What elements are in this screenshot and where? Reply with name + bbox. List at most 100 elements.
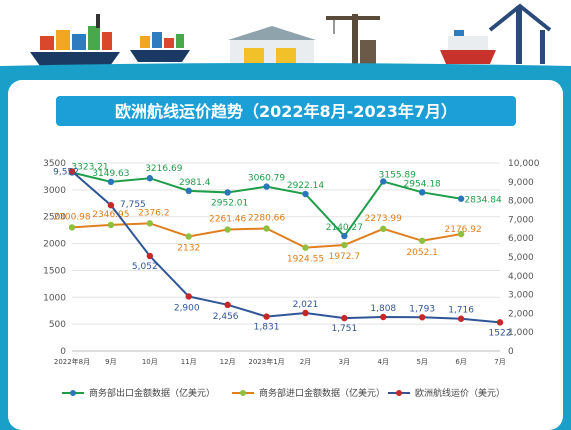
legend-marker-export bbox=[70, 390, 76, 396]
x-tick-label: 7月 bbox=[494, 358, 505, 366]
data-label-export: 2981.4 bbox=[179, 178, 211, 188]
data-label-import: 1924.55 bbox=[287, 255, 324, 265]
data-point-import bbox=[418, 237, 426, 244]
right-tick-label: 7,000 bbox=[508, 215, 534, 225]
left-tick-label: 1000 bbox=[43, 293, 66, 303]
data-point-export bbox=[146, 175, 154, 182]
legend-label-freight: 欧洲航线运价（美元） bbox=[415, 387, 505, 399]
data-point-import bbox=[380, 225, 387, 233]
data-point-freight bbox=[418, 314, 426, 321]
legend-marker-import bbox=[240, 390, 246, 396]
ship-icon bbox=[130, 32, 190, 62]
data-label-freight: 5,052 bbox=[132, 262, 158, 272]
data-label-export: 2922.14 bbox=[287, 181, 324, 191]
data-label-export: 2954.18 bbox=[404, 179, 441, 189]
data-label-freight: 2,456 bbox=[213, 312, 239, 322]
data-point-freight bbox=[224, 301, 231, 309]
data-point-export bbox=[107, 178, 115, 186]
data-label-import: 2052.1 bbox=[406, 248, 438, 258]
ship-icon bbox=[30, 14, 120, 66]
x-tick-label: 6月 bbox=[455, 358, 466, 366]
data-point-freight bbox=[263, 313, 270, 320]
data-label-import: 1972.7 bbox=[329, 252, 361, 262]
data-label-freight: 2,900 bbox=[174, 303, 200, 313]
data-point-freight bbox=[68, 168, 76, 175]
data-point-export bbox=[263, 183, 270, 190]
data-label-import: 2376.2 bbox=[138, 208, 170, 218]
data-point-import bbox=[457, 230, 465, 238]
right-tick-label: 10,000 bbox=[508, 159, 540, 169]
x-tick-label: 3月 bbox=[339, 358, 350, 366]
x-tick-label: 10月 bbox=[142, 358, 158, 366]
title-banner bbox=[56, 96, 516, 126]
data-point-freight bbox=[457, 315, 465, 322]
data-label-import: 2346.95 bbox=[92, 210, 129, 220]
x-axis: 2022年8月 9月 10月 11月 12月 2023年1月 2月 3月 4月 5月 6月 7月 bbox=[54, 350, 506, 366]
legend-marker-freight bbox=[396, 390, 402, 396]
data-point-export bbox=[185, 187, 192, 195]
chart-panel: 欧洲航线运价趋势（2022年8月-2023年7月） bbox=[0, 70, 571, 430]
data-label-export: 3060.79 bbox=[248, 174, 285, 184]
right-tick-label: 1,000 bbox=[508, 328, 534, 338]
data-label-freight: 9,552 bbox=[53, 167, 79, 177]
data-label-export: 2140.27 bbox=[326, 223, 363, 233]
data-label-freight: 1,716 bbox=[448, 306, 474, 316]
data-point-freight bbox=[496, 319, 504, 326]
data-point-import bbox=[224, 226, 231, 233]
data-point-export bbox=[302, 190, 309, 198]
crane-icon bbox=[326, 14, 380, 66]
data-point-freight bbox=[185, 293, 192, 300]
left-tick-label: 3000 bbox=[43, 186, 66, 196]
data-point-import bbox=[107, 221, 115, 229]
right-tick-label: 3,000 bbox=[508, 291, 534, 301]
data-label-freight: 7,755 bbox=[120, 200, 146, 210]
data-point-export bbox=[224, 189, 231, 196]
data-point-freight bbox=[341, 314, 348, 322]
data-label-import: 2261.46 bbox=[209, 215, 246, 225]
right-tick-label: 0 bbox=[508, 347, 514, 357]
data-label-export: 3149.63 bbox=[92, 169, 129, 179]
data-label-freight: 1522 bbox=[489, 328, 512, 338]
legend-label-export: 商务部出口金额数据（亿美元） bbox=[89, 387, 215, 399]
left-tick-label: 1500 bbox=[43, 266, 66, 276]
data-label-import: 2176.92 bbox=[444, 225, 481, 235]
series-line-freight bbox=[71, 170, 501, 324]
left-tick-label: 2000 bbox=[43, 240, 66, 250]
data-point-import bbox=[146, 220, 154, 227]
x-tick-label: 4月 bbox=[378, 358, 389, 366]
data-point-import bbox=[341, 241, 348, 249]
data-label-import: 2300.98 bbox=[53, 212, 90, 222]
ship-icon bbox=[440, 30, 496, 64]
data-label-freight: 2,021 bbox=[293, 300, 319, 310]
left-axis: 0 500 1000 1500 2000 2500 3000 3500 bbox=[43, 159, 66, 357]
data-label-freight: 1,831 bbox=[254, 323, 280, 333]
legend: 商务部出口金额数据（亿美元） 商务部进口金额数据（亿美元） 欧洲航线运价（美元） bbox=[62, 387, 505, 399]
data-label-export: 3216.69 bbox=[145, 164, 182, 174]
chart-title: 欧洲航线运价趋势（2022年8月-2023年7月） bbox=[115, 102, 457, 121]
left-tick-label: 0 bbox=[60, 347, 66, 357]
left-tick-label: 2500 bbox=[43, 213, 66, 223]
data-point-import bbox=[302, 244, 309, 251]
x-tick-label: 2月 bbox=[300, 358, 311, 366]
data-point-freight bbox=[146, 252, 154, 260]
data-point-import bbox=[185, 233, 192, 240]
data-label-export: 2952.01 bbox=[211, 198, 248, 208]
data-point-freight bbox=[380, 313, 387, 321]
data-point-import bbox=[68, 224, 76, 231]
crane-icon bbox=[488, 3, 552, 64]
right-axis: 0 1,000 2,000 3,000 4,000 5,000 6,000 7,000 8,00… bbox=[508, 159, 540, 357]
data-label-import: 2280.66 bbox=[248, 213, 285, 223]
right-tick-label: 5,000 bbox=[508, 253, 534, 263]
data-point-export bbox=[457, 195, 465, 202]
data-point-import bbox=[263, 225, 270, 232]
data-label-freight: 1,751 bbox=[331, 324, 357, 334]
left-tick-label: 3500 bbox=[43, 159, 66, 169]
x-tick-label: 11月 bbox=[181, 358, 197, 366]
data-label-export: 2834.84 bbox=[464, 196, 501, 206]
data-label-import: 2132 bbox=[177, 243, 200, 253]
series-freight: 9,552 7,755 5,052 2,900 2,456 1,831 2,021 1,751… bbox=[53, 167, 511, 338]
warehouse-icon bbox=[228, 26, 316, 66]
x-tick-label: 12月 bbox=[220, 358, 236, 366]
